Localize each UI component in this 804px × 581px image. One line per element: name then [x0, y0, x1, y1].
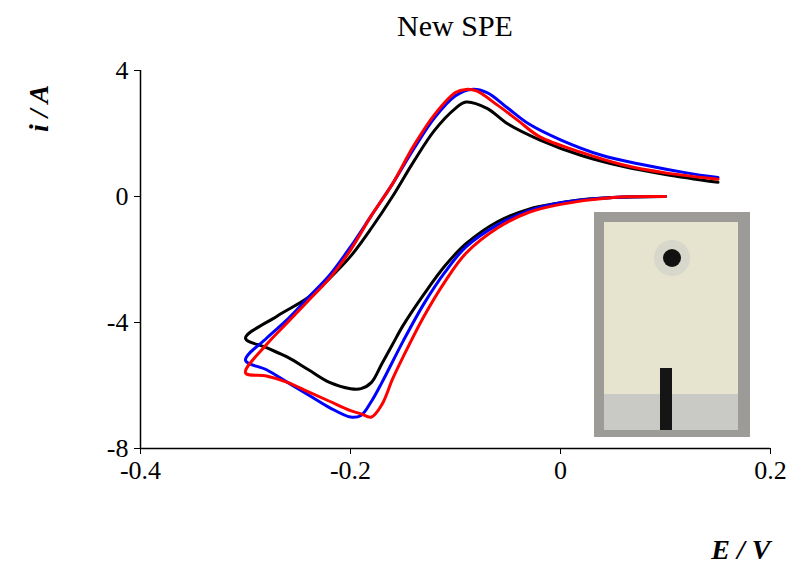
svg-text:-8: -8 — [106, 433, 129, 463]
svg-text:0.2: 0.2 — [754, 456, 787, 485]
svg-text:-0.4: -0.4 — [120, 456, 161, 485]
svg-text:4: 4 — [116, 56, 129, 85]
svg-text:0: 0 — [554, 456, 567, 485]
html-text:New SPE: New SPE — [397, 9, 513, 42]
svg-text:0: 0 — [116, 182, 129, 211]
svg-text:-0.2: -0.2 — [330, 456, 371, 485]
svg-text:E / V: E / V — [710, 534, 772, 565]
svg-text:-4: -4 — [107, 308, 129, 337]
svg-text:i / A: i / A — [23, 85, 54, 132]
